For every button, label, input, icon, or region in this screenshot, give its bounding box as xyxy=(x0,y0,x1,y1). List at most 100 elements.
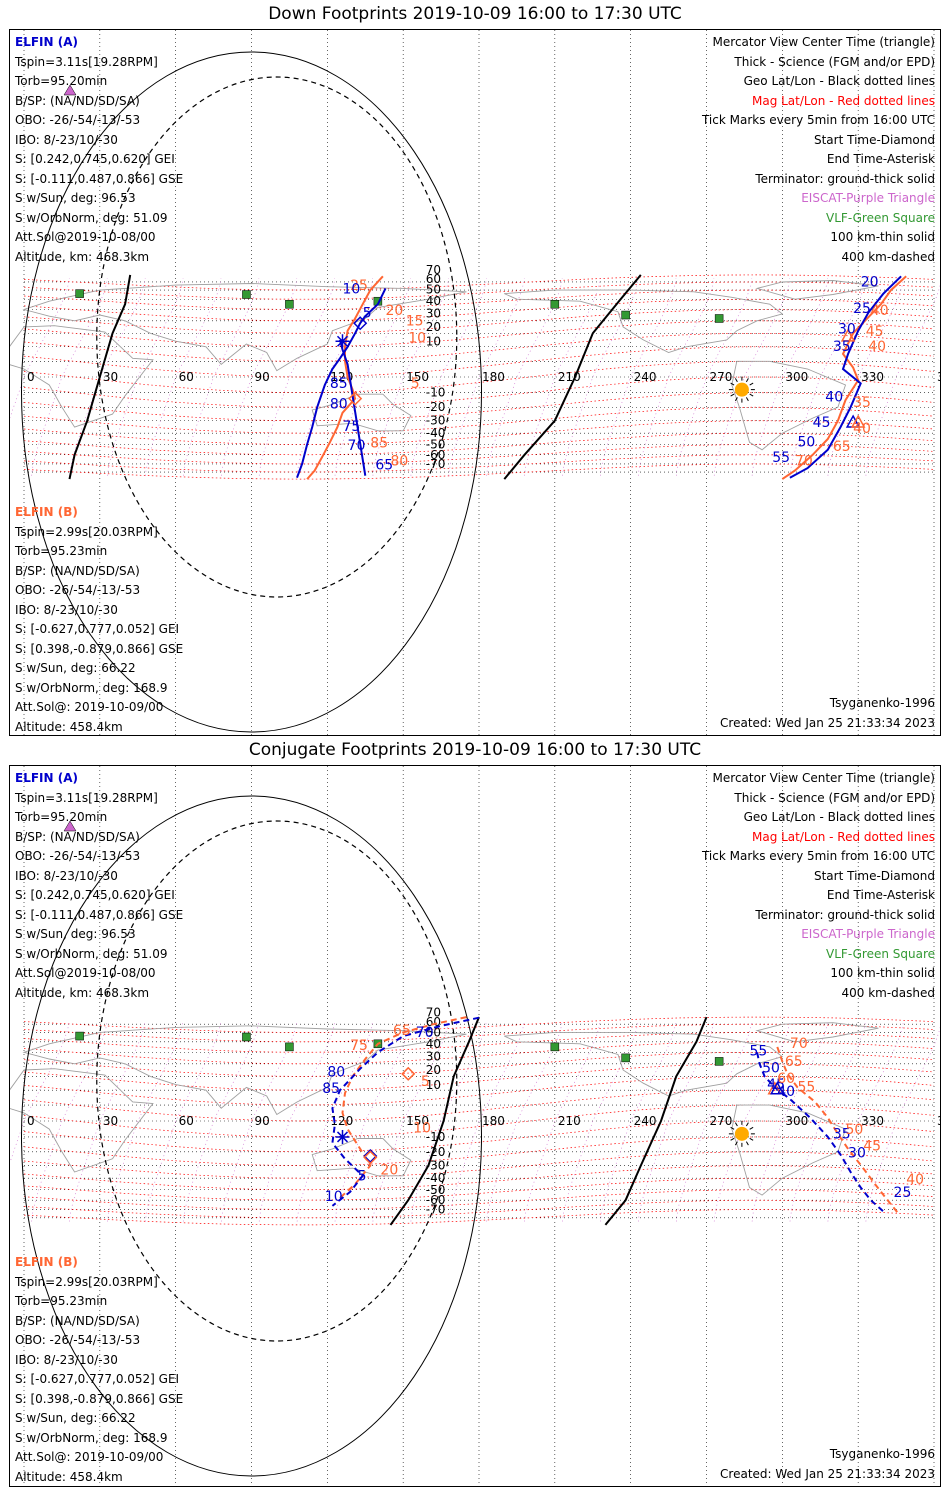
track-time-label: 5 xyxy=(421,1074,430,1090)
att-text: Att.Sol@: 2019-10-09/00 xyxy=(15,700,164,714)
track-time-label: 30 xyxy=(838,321,856,337)
mag-parallel xyxy=(23,376,935,408)
mag-meridian xyxy=(221,278,298,476)
mag-meridian xyxy=(145,278,222,476)
legend-mag-grid: Mag Lat/Lon - Red dotted lines xyxy=(751,829,935,844)
track-time-label: 30 xyxy=(848,1145,866,1161)
sun-ray xyxy=(730,1126,735,1130)
lon-tick-label: 300 xyxy=(785,1114,808,1128)
track-time-label: 45 xyxy=(866,324,884,340)
sun-ray xyxy=(745,378,749,383)
start-diamond-icon xyxy=(363,1150,378,1165)
lon-tick-label: 330 xyxy=(861,1114,884,1128)
obo-text: OBO: -26/-54/-13/-53 xyxy=(15,583,141,597)
mag-lat-label: 70 xyxy=(426,1005,441,1019)
mag-meridian xyxy=(676,278,753,476)
track-time-label: 85 xyxy=(322,1081,340,1097)
legend: Mercator View Center Time (triangle) Thi… xyxy=(702,33,935,267)
legend: Mercator View Center Time (triangle) Thi… xyxy=(702,769,935,1003)
track-time-label: 40 xyxy=(825,390,843,406)
mag-meridian xyxy=(69,278,146,476)
map-canvas: 0306090120150180210240270300330360706050… xyxy=(10,30,940,735)
legend-end-time: End Time-Asterisk xyxy=(826,888,935,902)
track-time-label: 15 xyxy=(406,314,424,330)
mag-meridian xyxy=(107,278,184,476)
track-time-label: 45 xyxy=(767,1077,785,1093)
mag-meridian xyxy=(562,278,639,476)
mag-lat-label: 20 xyxy=(426,320,441,334)
start-diamond-icon xyxy=(353,316,368,331)
created-label: Created: Wed Jan 25 21:33:34 2023 xyxy=(720,716,935,730)
mag-lat-label: -20 xyxy=(426,1145,446,1159)
vlf-square-icon xyxy=(621,1053,630,1063)
s-sun-text: S w/Sun, deg: 66.22 xyxy=(15,1411,136,1425)
terminator-line xyxy=(68,274,132,480)
mag-meridian xyxy=(448,278,525,476)
coastline xyxy=(755,1022,879,1043)
eiscat-triangle-icon xyxy=(63,820,77,832)
elfin-b-label: ELFIN (B) xyxy=(15,505,78,519)
coverage-400km xyxy=(96,76,458,598)
vlf-square-icon xyxy=(285,299,294,309)
legend-start-time: Start Time-Diamond xyxy=(813,132,935,147)
track-time-label: 10 xyxy=(325,1189,343,1205)
altitude-text: Altitude, km: 468.3km xyxy=(15,249,150,264)
mag-parallel xyxy=(23,320,935,348)
sun-disk xyxy=(734,1126,749,1141)
tspin-text: Tspin=3.11s[19.28RPM] xyxy=(15,54,158,69)
mag-parallel xyxy=(23,1089,935,1122)
lon-tick-label: 270 xyxy=(710,1114,733,1128)
start-diamond-icon xyxy=(401,1066,416,1081)
mag-lat-label: -70 xyxy=(426,1203,446,1217)
legend-mag-grid: Mag Lat/Lon - Red dotted lines xyxy=(751,93,935,108)
terminator-line xyxy=(503,274,642,480)
mag-lat-label: -70 xyxy=(426,457,446,471)
mag-parallel xyxy=(23,1032,935,1053)
track-time-label: 40 xyxy=(777,1084,795,1100)
mag-parallel xyxy=(23,1177,935,1201)
track-time-label: 55 xyxy=(749,1044,767,1060)
s-orb-text: S w/OrbNorm, deg: 51.09 xyxy=(15,946,168,961)
down-footprints-map: 0306090120150180210240270300330360706050… xyxy=(9,29,941,736)
track-time-label: 40 xyxy=(906,1172,924,1188)
bsp-text: B/SP: (NA/ND/SD/SA) xyxy=(15,563,140,578)
elfin-a-info: ELFIN (A) Tspin=3.11s[19.28RPM] Torb=95.… xyxy=(15,769,183,1003)
sun-ray xyxy=(734,397,738,402)
s-sun-text: S w/Sun, deg: 66.22 xyxy=(15,661,136,675)
ibo-text: IBO: 8/-23/10/-30 xyxy=(15,1352,118,1367)
mag-lat-label: 10 xyxy=(426,1078,441,1092)
elfin-a-track xyxy=(296,287,387,479)
altitude-text: Altitude: 458.4km xyxy=(15,719,123,734)
legend-center-time: Mercator View Center Time (triangle) xyxy=(712,35,935,49)
mag-grid xyxy=(10,1016,940,1226)
coastline xyxy=(10,325,154,428)
track-time-label: 25 xyxy=(350,278,368,294)
s-orb-text: S w/OrbNorm, deg: 51.09 xyxy=(15,210,168,225)
lon-tick-label: 60 xyxy=(179,370,194,384)
track-time-label: 85 xyxy=(330,376,348,392)
s-gei-text: S: [-0.627,0.777,0.052] GEI xyxy=(15,1372,180,1386)
lon-tick-label: 210 xyxy=(558,370,581,384)
bsp-text: B/SP: (NA/ND/SD/SA) xyxy=(15,93,140,108)
sun-ray xyxy=(745,397,749,402)
tspin-text: Tspin=2.99s[20.03RPM] xyxy=(15,1274,158,1289)
mag-grid xyxy=(10,274,940,480)
track-time-label: 80 xyxy=(327,1064,345,1080)
track-time-label: 80 xyxy=(391,454,409,470)
legend-400km: 400 km-dashed xyxy=(841,249,935,264)
sun-ray xyxy=(749,393,754,397)
altitude-text: Altitude: 458.4km xyxy=(15,1469,123,1484)
torb-text: Torb=95.23min xyxy=(15,1294,108,1308)
start-diamond-icon xyxy=(363,1148,378,1164)
vlf-square-icon xyxy=(550,299,560,309)
track-time-label: 80 xyxy=(330,397,348,413)
mag-lat-label: -40 xyxy=(426,1171,446,1185)
coastline xyxy=(311,1138,412,1177)
mag-parallel xyxy=(23,309,935,334)
mag-lat-label: 20 xyxy=(426,1063,441,1077)
track-time-label: 20 xyxy=(861,275,879,291)
center-time-triangle-icon xyxy=(770,1081,785,1095)
footprint-tracks xyxy=(296,275,907,480)
sun-ray xyxy=(730,1137,735,1141)
